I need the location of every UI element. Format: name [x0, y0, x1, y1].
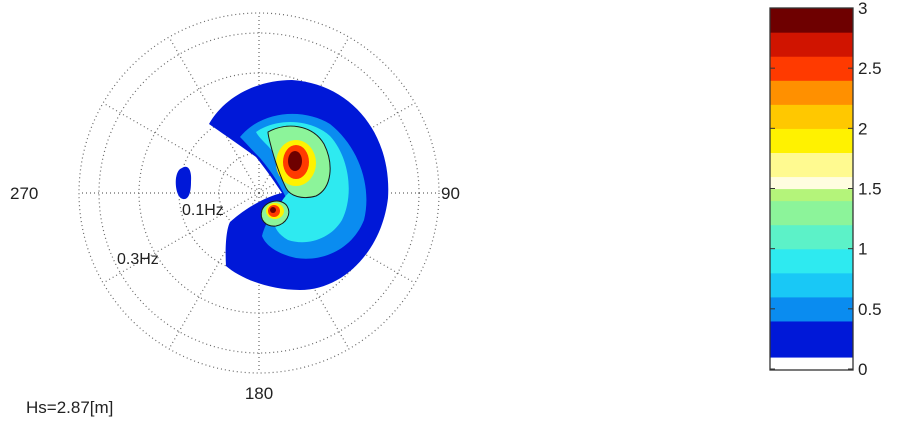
colorbar-bands — [770, 8, 853, 370]
grid-ring — [78, 12, 440, 374]
colorbar-band — [770, 80, 853, 105]
colorbar-band — [770, 128, 853, 153]
hs-annotation: Hs=2.87[m] — [26, 398, 113, 417]
colorbar-band — [770, 296, 853, 322]
frequency-ring-label-inner: 0.1Hz — [182, 202, 224, 219]
colorbar: 0 0.5 1 1.5 2 2.5 3 — [769, 0, 882, 379]
colorbar-tick-label: 0 — [858, 360, 867, 379]
colorbar-band — [770, 176, 853, 190]
contour-level-7 — [288, 151, 302, 171]
colorbar-band — [770, 320, 853, 358]
colorbar-band — [770, 224, 853, 250]
contour-line — [260, 200, 290, 227]
colorbar-band — [770, 104, 853, 129]
colorbar-band — [770, 188, 853, 202]
colorbar-tick-label: 2.5 — [858, 59, 882, 78]
direction-label-270: 270 — [10, 184, 38, 203]
colorbar-band — [770, 248, 853, 274]
contour-level-1-small — [175, 166, 192, 200]
colorbar-band — [770, 8, 853, 33]
colorbar-tick-label: 1 — [858, 240, 867, 259]
contour-line — [267, 125, 331, 199]
colorbar-ticks: 0 0.5 1 1.5 2 2.5 3 — [770, 0, 882, 379]
colorbar-band — [770, 56, 853, 81]
polar-plot — [78, 12, 440, 374]
colorbar-band — [770, 200, 853, 226]
frequency-ring-label-outer: 0.3Hz — [117, 251, 159, 268]
colorbar-tick-label: 0.5 — [858, 300, 882, 319]
colorbar-tick-label: 3 — [858, 0, 867, 18]
spectrum-contours — [175, 80, 389, 290]
colorbar-band — [770, 272, 853, 298]
colorbar-tick-label: 1.5 — [858, 180, 882, 199]
direction-label-180: 180 — [245, 384, 273, 403]
contour-lower-peak-7 — [270, 207, 276, 213]
colorbar-band — [770, 152, 853, 178]
colorbar-band — [770, 356, 853, 370]
colorbar-band — [770, 32, 853, 57]
colorbar-tick-label: 2 — [858, 119, 867, 138]
direction-label-90: 90 — [441, 184, 460, 203]
